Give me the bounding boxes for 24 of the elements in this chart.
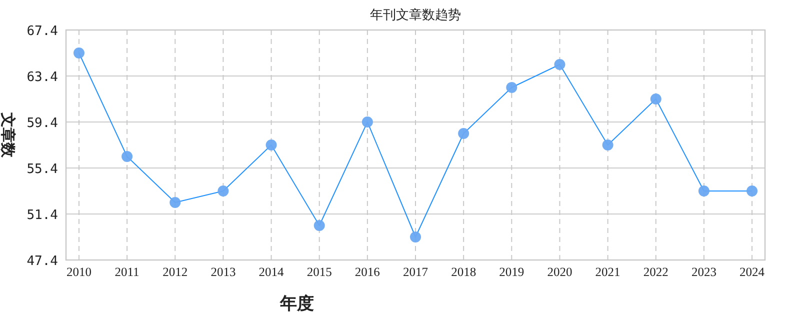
x-tick-label: 2020: [547, 265, 572, 279]
y-tick-label: 55.4: [26, 162, 58, 177]
x-tick-label: 2023: [691, 265, 716, 279]
x-tick-label: 2021: [595, 265, 620, 279]
x-tick-label: 2014: [258, 265, 285, 279]
x-tick-label: 2011: [114, 265, 140, 279]
x-tick-label: 2024: [740, 265, 766, 279]
chart-title: 年刊文章数趋势: [370, 7, 461, 22]
x-tick-label: 2016: [354, 265, 380, 279]
y-tick-label: 47.4: [26, 254, 58, 269]
y-tick-label: 63.4: [26, 70, 58, 85]
y-tick-label: 67.4: [26, 24, 58, 39]
x-tick-label: 2017: [403, 265, 428, 279]
x-tick-label: 2013: [210, 265, 236, 279]
x-tick-label: 2012: [162, 265, 188, 279]
x-tick-label: 2019: [499, 265, 524, 279]
y-axis-title: 文章数: [0, 112, 17, 158]
y-tick-label: 51.4: [26, 208, 58, 223]
x-tick-label: 2022: [643, 265, 668, 279]
y-tick-label: 59.4: [26, 116, 58, 131]
x-tick-label: 2010: [66, 265, 92, 279]
x-tick-label: 2018: [451, 265, 476, 279]
x-axis-title: 年度: [279, 294, 314, 313]
x-tick-label: 2015: [306, 265, 332, 279]
